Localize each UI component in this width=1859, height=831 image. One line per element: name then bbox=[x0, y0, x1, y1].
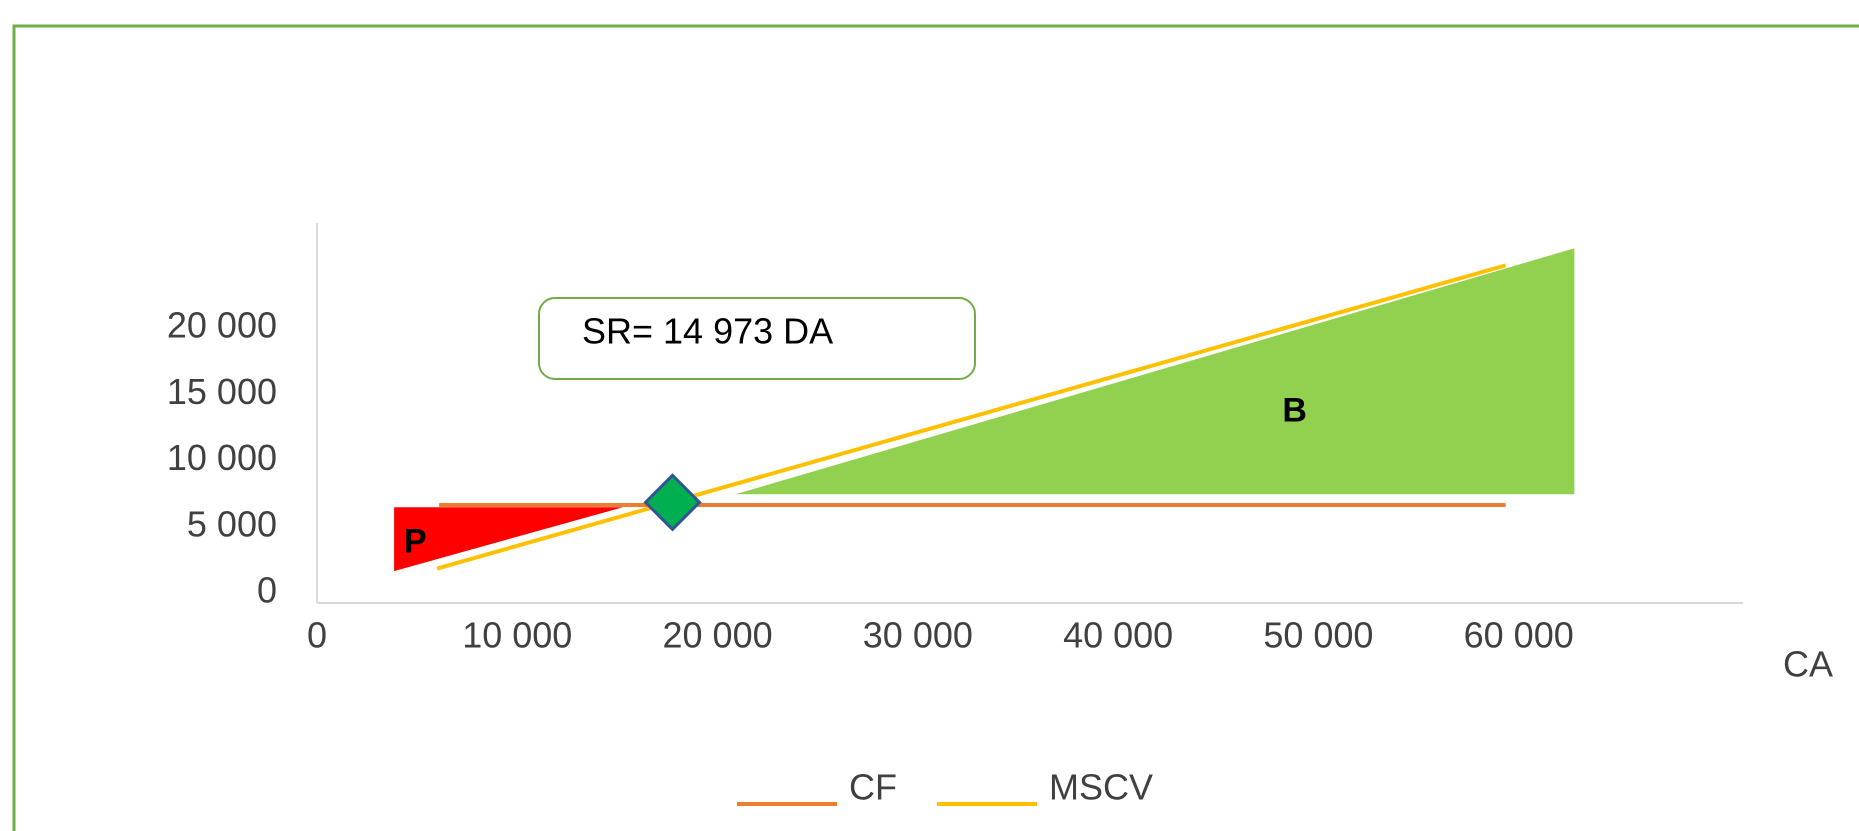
y-tick-label: 15 000 bbox=[167, 371, 277, 412]
area bbox=[394, 507, 623, 572]
x-tick-label: 50 000 bbox=[1263, 615, 1373, 656]
x-tick-label: 20 000 bbox=[663, 615, 773, 656]
x-tick-label: 0 bbox=[307, 615, 327, 656]
x-tick-label: 60 000 bbox=[1464, 615, 1574, 656]
y-tick-label: 10 000 bbox=[167, 437, 277, 478]
area-label: P bbox=[404, 523, 427, 561]
area-label: B bbox=[1282, 391, 1307, 429]
y-tick-label: 5 000 bbox=[187, 503, 277, 544]
frame bbox=[12, 24, 1859, 831]
annotation-box bbox=[538, 297, 976, 380]
x-tick-label: 30 000 bbox=[863, 615, 973, 656]
annotation: SR= 14 973 DA bbox=[582, 311, 833, 352]
breakeven-point bbox=[643, 473, 702, 532]
x-tick-label: 10 000 bbox=[462, 615, 572, 656]
x-tick-label: 40 000 bbox=[1063, 615, 1173, 656]
series-line bbox=[436, 263, 1507, 571]
legend-label: CF bbox=[849, 767, 897, 808]
area bbox=[735, 248, 1575, 495]
y-tick-label: 20 000 bbox=[167, 305, 277, 346]
legend-label: MSCV bbox=[1049, 767, 1153, 808]
x-axis-label: CA bbox=[1783, 644, 1833, 685]
y-tick-label: 0 bbox=[257, 570, 277, 611]
